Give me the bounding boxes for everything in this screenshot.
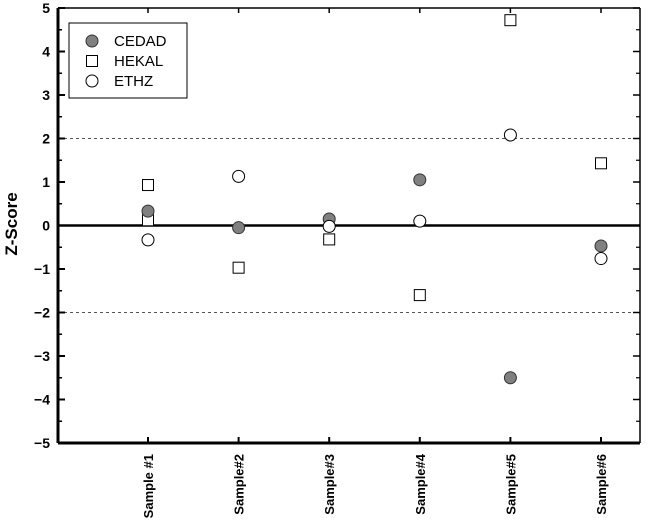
legend-marker-ethz	[85, 74, 99, 88]
data-point-hekal	[413, 289, 426, 302]
legend-marker-hekal	[86, 55, 98, 67]
y-tick-label: 4	[42, 44, 50, 60]
y-tick-label: −5	[34, 435, 50, 451]
y-tick-label: 2	[42, 131, 50, 147]
data-point-cedad	[594, 239, 608, 253]
x-category-label: Sample#4	[413, 453, 428, 514]
legend: CEDAD HEKAL ETHZ	[68, 22, 188, 99]
y-tick-label: 5	[42, 0, 50, 16]
y-axis-title: Z-Score	[2, 192, 21, 255]
data-point-cedad	[503, 371, 517, 385]
data-point-hekal	[595, 157, 607, 170]
y-tick-label: −2	[34, 305, 50, 321]
legend-label-cedad: CEDAD	[114, 33, 167, 50]
y-tick-label: −4	[34, 392, 50, 408]
legend-label-ethz: ETHZ	[114, 73, 153, 90]
x-category-label: Sample#3	[322, 454, 337, 515]
data-point-ethz	[322, 219, 336, 233]
data-point-ethz	[413, 214, 427, 228]
data-point-cedad	[232, 221, 246, 235]
y-tick-label: 0	[42, 218, 50, 234]
data-point-ethz	[141, 233, 155, 247]
data-point-ethz	[503, 128, 517, 142]
x-category-label: Sample#5	[503, 454, 518, 515]
y-tick-label: −1	[34, 261, 50, 277]
y-tick-label: 1	[42, 174, 50, 190]
data-point-cedad	[141, 204, 155, 218]
y-tick-label: −3	[34, 348, 50, 364]
data-point-hekal	[232, 261, 245, 274]
y-tick-label: 3	[42, 87, 50, 103]
legend-marker-cedad	[85, 34, 99, 48]
data-point-hekal	[323, 233, 336, 246]
data-point-ethz	[232, 169, 246, 183]
data-point-hekal	[142, 179, 154, 192]
x-category-label: Sample #1	[141, 454, 156, 518]
data-point-hekal	[504, 14, 517, 27]
x-category-label: Sample#2	[232, 454, 247, 515]
x-category-label: Sample#6	[594, 454, 609, 515]
legend-label-hekal: HEKAL	[114, 53, 163, 70]
data-point-cedad	[413, 173, 427, 187]
data-point-ethz	[594, 252, 608, 266]
